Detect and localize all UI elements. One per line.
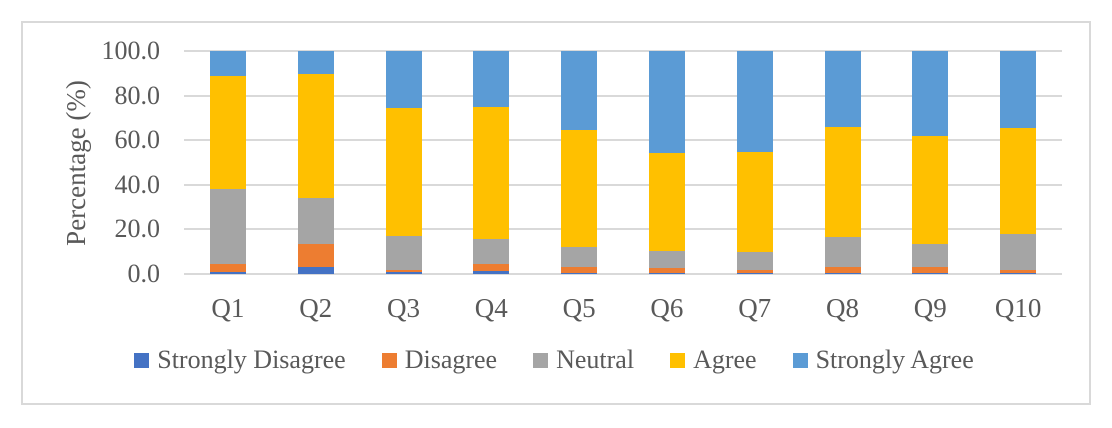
q6-disagree-segment: [648, 268, 685, 273]
q2-agree-segment: [297, 74, 334, 199]
legend-item-neutral: Neutral: [533, 344, 634, 376]
q3-agree-segment: [385, 107, 422, 237]
x-axis-label-q6: Q6: [650, 293, 684, 323]
x-axis-label-q8: Q8: [825, 293, 859, 323]
q9-neutral-segment: [912, 243, 949, 268]
bar-column-q10: [1000, 51, 1037, 274]
q10-agree-segment: [1000, 127, 1037, 234]
x-axis-label-q2: Q2: [299, 293, 333, 323]
q9-strongly-agree-segment: [912, 51, 949, 136]
q3-strongly-agree-segment: [385, 51, 422, 108]
q8-strongly-disagree-segment: [824, 272, 861, 274]
q10-strongly-agree-segment: [1000, 51, 1037, 128]
q2-strongly-disagree-segment: [297, 267, 334, 274]
q4-strongly-disagree-segment: [473, 270, 510, 274]
q6-neutral-segment: [648, 250, 685, 269]
q2-strongly-agree-segment: [297, 51, 334, 75]
bar-column-q4: [473, 51, 510, 274]
bar-column-q7: [736, 51, 773, 274]
q4-agree-segment: [473, 106, 510, 240]
y-tick-label-0.0: 0.0: [127, 259, 161, 288]
y-tick-label-60.0: 60.0: [114, 125, 161, 155]
gridline: [184, 183, 1062, 186]
q4-disagree-segment: [473, 263, 510, 271]
q3-neutral-segment: [385, 236, 422, 270]
q7-strongly-disagree-segment: [736, 272, 773, 274]
q5-strongly-disagree-segment: [561, 272, 598, 274]
q6-strongly-disagree-segment: [648, 272, 685, 274]
legend-item-disagree: Disagree: [381, 344, 498, 376]
q3-disagree-segment: [385, 269, 422, 272]
legend: Strongly Disagree Disagree Neutral Agree Str…: [21, 344, 1087, 376]
q7-strongly-agree-segment: [736, 51, 773, 153]
bar-column-q5: [561, 51, 598, 274]
q4-neutral-segment: [473, 239, 510, 264]
q8-strongly-agree-segment: [824, 51, 861, 127]
y-tick-label-20.0: 20.0: [114, 214, 161, 244]
bar-column-q3: [385, 51, 422, 274]
q8-agree-segment: [824, 126, 861, 238]
legend-swatch-strongly-agree: [792, 352, 808, 368]
legend-swatch-strongly-disagree: [134, 352, 150, 368]
y-tick-label-40.0: 40.0: [114, 169, 161, 199]
y-tick-label-100.0: 100.0: [101, 36, 161, 65]
q6-agree-segment: [648, 152, 685, 251]
q4-strongly-agree-segment: [473, 51, 510, 107]
legend-item-strongly-agree: Strongly Agree: [792, 344, 974, 376]
bar-column-q9: [912, 51, 949, 274]
q8-neutral-segment: [824, 237, 861, 268]
legend-label-agree: Agree: [693, 345, 757, 374]
q10-strongly-disagree-segment: [1000, 272, 1037, 274]
x-axis-label-q10: Q10: [994, 293, 1042, 323]
q8-disagree-segment: [824, 267, 861, 273]
q7-agree-segment: [736, 152, 773, 252]
legend-label-strongly-disagree: Strongly Disagree: [157, 345, 346, 374]
q5-strongly-agree-segment: [561, 51, 598, 131]
gridline: [184, 94, 1062, 97]
q6-strongly-agree-segment: [648, 51, 685, 153]
q7-disagree-segment: [736, 269, 773, 273]
y-tick-label-80.0: 80.0: [114, 80, 161, 110]
q1-neutral-segment: [209, 189, 246, 264]
x-axis-label-q7: Q7: [738, 293, 772, 323]
legend-swatch-disagree: [381, 352, 397, 368]
q5-agree-segment: [561, 130, 598, 248]
bar-column-q6: [648, 51, 685, 274]
q1-strongly-disagree-segment: [209, 271, 246, 274]
x-axis-line: [184, 273, 1062, 275]
q1-disagree-segment: [209, 263, 246, 272]
q1-strongly-agree-segment: [209, 51, 246, 76]
bar-column-q1: [209, 51, 246, 274]
legend-label-disagree: Disagree: [404, 345, 498, 374]
gridline: [184, 50, 1062, 52]
legend-item-agree: Agree: [670, 344, 757, 376]
bar-column-q8: [824, 51, 861, 274]
q9-disagree-segment: [912, 267, 949, 273]
bar-column-q2: [297, 51, 334, 274]
q5-disagree-segment: [561, 267, 598, 273]
gridline: [184, 139, 1062, 142]
q10-disagree-segment: [1000, 269, 1037, 273]
q9-agree-segment: [912, 135, 949, 244]
x-axis-label-q3: Q3: [386, 293, 420, 323]
legend-swatch-agree: [670, 352, 686, 368]
legend-swatch-neutral: [533, 352, 549, 368]
x-axis-label-q9: Q9: [913, 293, 947, 323]
x-axis-label-q1: Q1: [211, 293, 245, 323]
q5-neutral-segment: [561, 247, 598, 268]
legend-label-strongly-agree: Strongly Agree: [815, 345, 974, 374]
q9-strongly-disagree-segment: [912, 272, 949, 274]
gridline: [184, 228, 1062, 231]
q7-neutral-segment: [736, 251, 773, 270]
q10-neutral-segment: [1000, 233, 1037, 270]
q2-neutral-segment: [297, 198, 334, 244]
q1-agree-segment: [209, 75, 246, 190]
legend-item-strongly-disagree: Strongly Disagree: [134, 344, 346, 376]
x-axis-label-q4: Q4: [474, 293, 508, 323]
q3-strongly-disagree-segment: [385, 271, 422, 274]
q2-disagree-segment: [297, 243, 334, 268]
legend-label-neutral: Neutral: [556, 345, 635, 374]
x-axis-label-q5: Q5: [562, 293, 596, 323]
